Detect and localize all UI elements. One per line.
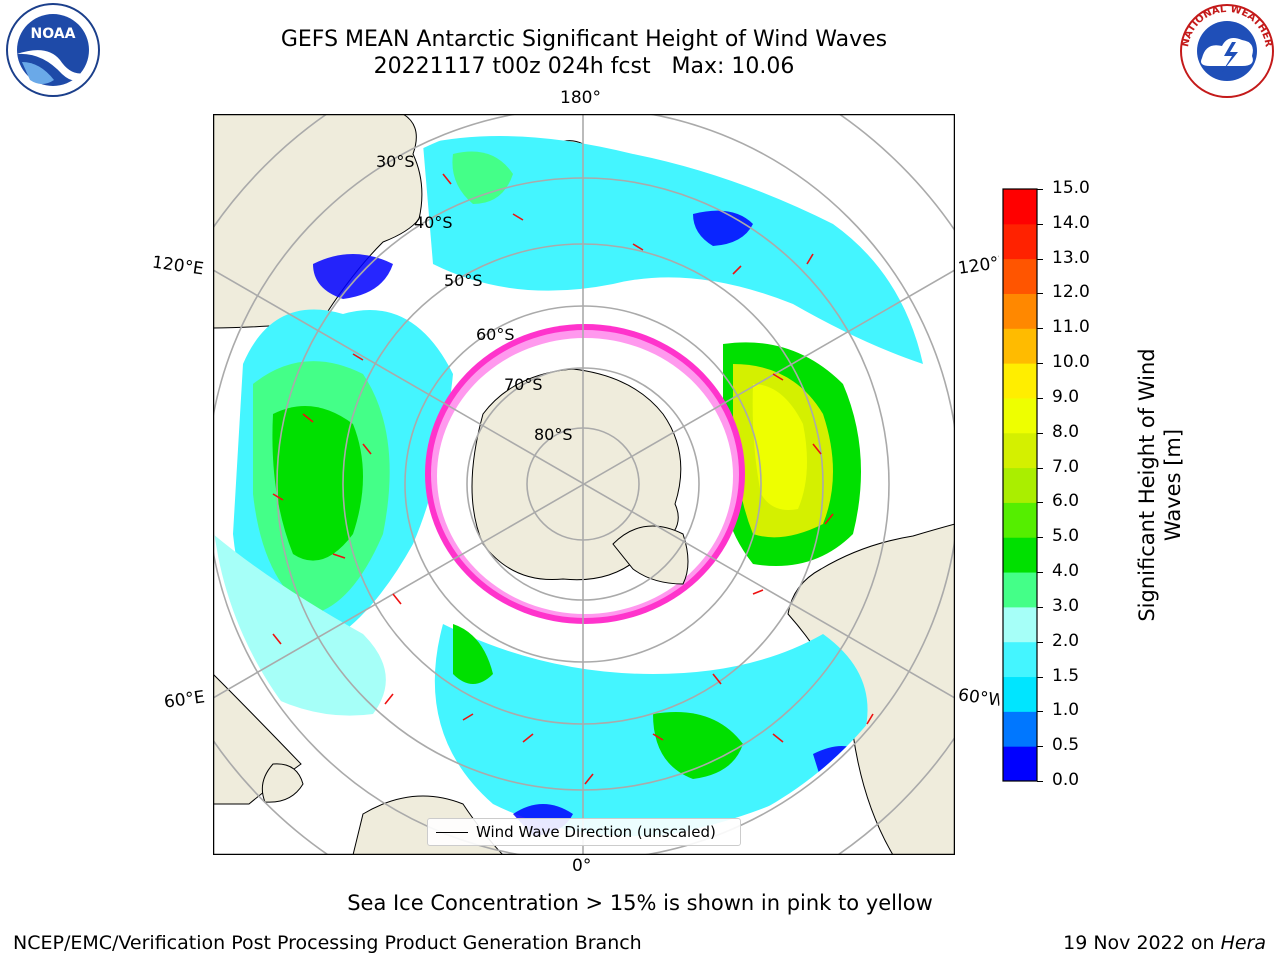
- map-legend: Wind Wave Direction (unscaled): [427, 818, 741, 846]
- colorbar-tick-mark: [1037, 606, 1043, 608]
- colorbar-segment: [1003, 746, 1037, 782]
- colorbar-tick-mark: [1037, 258, 1043, 260]
- graticule: [213, 114, 955, 855]
- lon-label-180: 180°: [560, 88, 601, 108]
- colorbar-tick-mark: [1037, 502, 1043, 504]
- colorbar-segment: [1003, 258, 1037, 294]
- colorbar-tick-label: 10.0: [1052, 352, 1090, 373]
- timestamp: 19 Nov 2022 on Hera: [1063, 932, 1266, 954]
- lat-label-60s: 60°S: [476, 325, 515, 344]
- lat-label-80s: 80°S: [534, 425, 573, 444]
- colorbar-tick-label: 14.0: [1052, 212, 1090, 233]
- colorbar-tick-mark: [1037, 432, 1043, 434]
- colorbar-segment: [1003, 572, 1037, 608]
- colorbar-segment: [1003, 537, 1037, 573]
- map-title: GEFS MEAN Antarctic Significant Height o…: [280, 27, 888, 52]
- legend-label: Wind Wave Direction (unscaled): [476, 823, 716, 841]
- colorbar-segment: [1003, 293, 1037, 329]
- colorbar-tick-mark: [1037, 328, 1043, 330]
- colorbar-tick-label: 13.0: [1052, 247, 1090, 268]
- colorbar-tick-mark: [1037, 572, 1043, 574]
- noaa-logo: NOAA: [6, 3, 100, 97]
- colorbar-segment: [1003, 502, 1037, 538]
- national-weather-service-logo: NATIONAL WEATHER SERVICE: [1176, 2, 1274, 98]
- colorbar-segment: [1003, 397, 1037, 434]
- colorbar-tick-label: 8.0: [1052, 421, 1080, 442]
- colorbar-tick-label: 2.0: [1052, 630, 1080, 651]
- colorbar-segment: [1003, 711, 1037, 747]
- colorbar-tick-label: 0.0: [1052, 770, 1080, 790]
- colorbar: [1002, 188, 1038, 782]
- wind-wave-arrows: [272, 173, 874, 785]
- map-subtitle: 20221117 t00z 024h fcst Max: 10.06: [373, 54, 795, 79]
- antarctica: [425, 324, 745, 624]
- colorbar-tick-label: 7.0: [1052, 456, 1080, 477]
- colorbar-tick-mark: [1037, 189, 1043, 190]
- sea-ice-note: Sea Ice Concentration > 15% is shown in …: [347, 891, 933, 915]
- lat-label-30s: 30°S: [376, 152, 415, 171]
- polar-map: [213, 114, 955, 855]
- colorbar-segment: [1003, 467, 1037, 503]
- lon-label-60w: 60°W: [956, 685, 1002, 711]
- land-madagascar: [261, 763, 304, 803]
- colorbar-tick-mark: [1037, 467, 1043, 469]
- lon-label-60e: 60°E: [162, 687, 207, 713]
- colorbar-segment: [1003, 676, 1037, 712]
- colorbar-segment: [1003, 189, 1037, 225]
- colorbar-tick-mark: [1037, 641, 1043, 643]
- lon-label-120e: 120°E: [150, 252, 205, 280]
- colorbar-tick-label: 3.0: [1052, 595, 1080, 616]
- colorbar-tick-label: 11.0: [1052, 317, 1090, 338]
- colorbar-segment: [1003, 432, 1037, 469]
- colorbar-segment: [1003, 328, 1037, 364]
- colorbar-tick-mark: [1037, 397, 1043, 399]
- colorbar-tick-mark: [1037, 746, 1043, 748]
- colorbar-tick-label: 0.5: [1052, 735, 1080, 756]
- colorbar-segment: [1003, 641, 1037, 678]
- colorbar-tick-label: 9.0: [1052, 386, 1080, 407]
- legend-line-swatch: [436, 831, 468, 833]
- colorbar-tick-mark: [1037, 223, 1043, 225]
- colorbar-segment: [1003, 606, 1037, 643]
- lat-label-40s: 40°S: [414, 213, 453, 232]
- colorbar-segment: [1003, 363, 1037, 399]
- colorbar-label: Significant Height of Wind Waves [m]: [1135, 348, 1185, 622]
- land-south-america: [787, 523, 955, 855]
- svg-text:NOAA: NOAA: [31, 26, 76, 42]
- colorbar-tick-label: 15.0: [1052, 178, 1090, 198]
- colorbar-tick-mark: [1037, 781, 1043, 782]
- colorbar-tick-label: 1.5: [1052, 665, 1080, 686]
- colorbar-tick-label: 6.0: [1052, 491, 1080, 512]
- colorbar-tick-label: 12.0: [1052, 282, 1090, 303]
- lat-label-50s: 50°S: [444, 271, 483, 290]
- colorbar-tick-label: 5.0: [1052, 526, 1080, 547]
- colorbar-segment: [1003, 223, 1037, 260]
- colorbar-tick-mark: [1037, 363, 1043, 365]
- credit-text: NCEP/EMC/Verification Post Processing Pr…: [13, 932, 642, 954]
- lon-label-120w: 120°W: [956, 253, 1002, 279]
- colorbar-tick-mark: [1037, 537, 1043, 539]
- colorbar-tick-mark: [1037, 293, 1043, 295]
- colorbar-tick-mark: [1037, 711, 1043, 713]
- colorbar-tick-label: 1.0: [1052, 700, 1080, 721]
- colorbar-tick-label: 4.0: [1052, 561, 1080, 582]
- lat-label-70s: 70°S: [504, 375, 543, 394]
- lon-label-0: 0°: [572, 856, 592, 876]
- colorbar-tick-mark: [1037, 676, 1043, 678]
